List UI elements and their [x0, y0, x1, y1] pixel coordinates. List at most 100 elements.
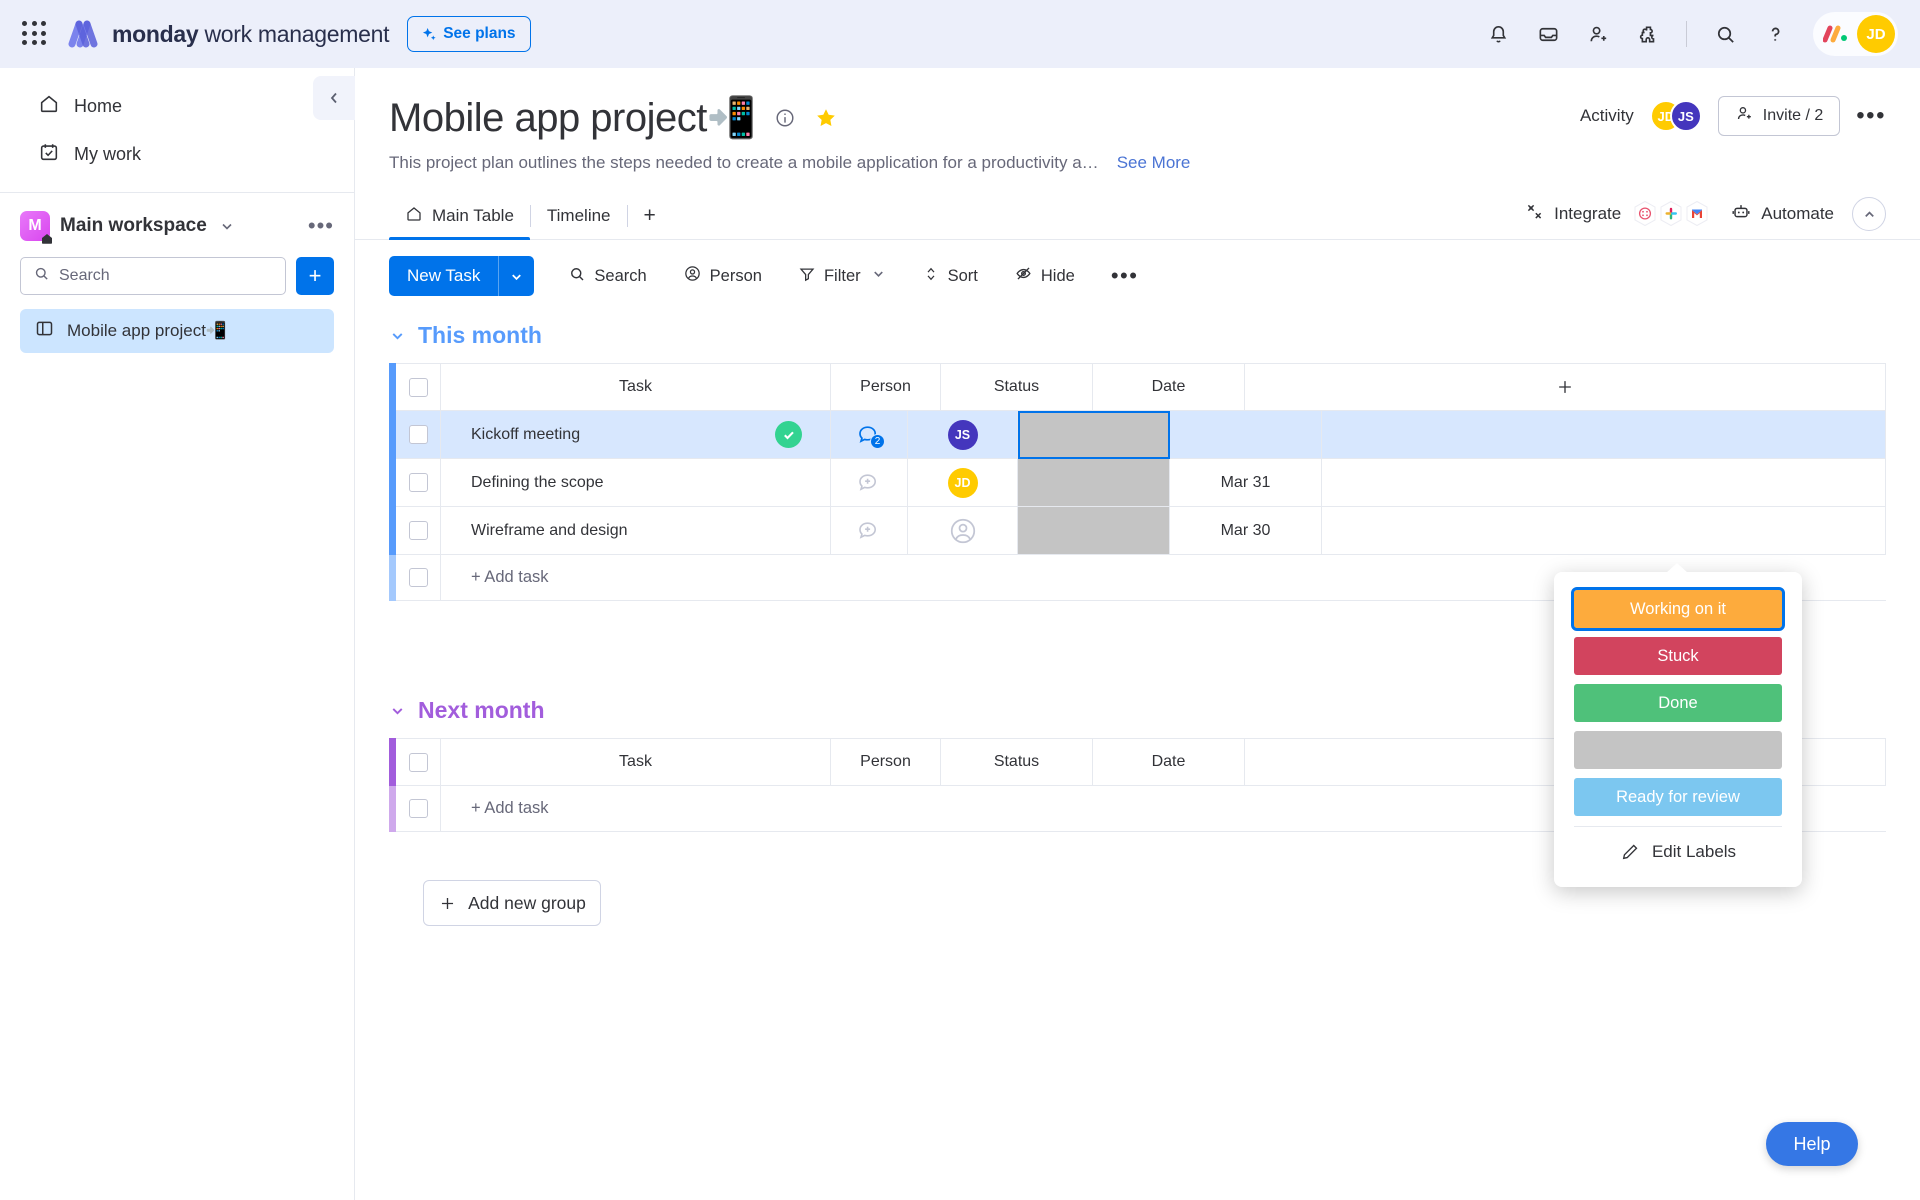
row-select-cell[interactable]: [396, 786, 441, 832]
row-checkbox[interactable]: [408, 568, 428, 587]
status-option-blank[interactable]: [1574, 731, 1782, 769]
chevron-down-icon[interactable]: [219, 218, 235, 234]
info-icon[interactable]: [774, 107, 796, 129]
apps-puzzle-icon[interactable]: [1636, 22, 1660, 46]
activity-avatars[interactable]: JD JS: [1649, 100, 1702, 132]
dribbble-icon[interactable]: [1630, 198, 1660, 230]
status-cell[interactable]: [1018, 411, 1170, 459]
add-task-row[interactable]: + Add task: [389, 555, 1886, 601]
see-plans-button[interactable]: See plans: [407, 16, 531, 52]
column-header-person[interactable]: Person: [831, 363, 941, 411]
row-select-cell[interactable]: [396, 507, 441, 555]
monday-logo-icon[interactable]: [68, 19, 102, 49]
date-cell[interactable]: Mar 30: [1170, 507, 1322, 555]
row-checkbox[interactable]: [408, 473, 428, 492]
avatar[interactable]: JS: [947, 419, 978, 450]
column-header-task[interactable]: Task: [441, 363, 831, 411]
invite-member-icon[interactable]: [1586, 22, 1610, 46]
workspace-header[interactable]: M Main workspace •••: [0, 193, 354, 251]
row-extra-cell[interactable]: [1322, 507, 1886, 555]
status-option-working-on-it[interactable]: Working on it: [1571, 587, 1785, 631]
status-cell[interactable]: [1018, 459, 1170, 507]
add-board-button[interactable]: +: [296, 257, 334, 295]
toolbar-more-button[interactable]: •••: [1110, 263, 1139, 288]
board-more-menu-icon[interactable]: •••: [1856, 102, 1886, 129]
sidebar-item-my-work[interactable]: My work: [12, 132, 342, 176]
task-chat-cell[interactable]: [830, 459, 908, 507]
help-question-icon[interactable]: [1763, 22, 1787, 46]
task-name-cell[interactable]: Defining the scope: [441, 459, 831, 507]
select-all-cell[interactable]: [396, 738, 441, 786]
person-cell[interactable]: JS: [908, 411, 1018, 459]
toolbar-sort-button[interactable]: Sort: [908, 257, 992, 295]
invite-button[interactable]: Invite / 2: [1717, 96, 1841, 136]
tab-timeline[interactable]: Timeline: [531, 193, 627, 239]
status-option-stuck[interactable]: Stuck: [1574, 637, 1782, 675]
search-input[interactable]: Search: [20, 257, 286, 295]
sidebar-item-mobile-app-project[interactable]: Mobile app project📲: [20, 309, 334, 353]
notifications-bell-icon[interactable]: [1486, 22, 1510, 46]
favorite-star-icon[interactable]: [814, 106, 838, 130]
page-title[interactable]: Mobile app project📲: [389, 96, 757, 140]
new-task-button[interactable]: New Task: [389, 256, 535, 296]
avatar[interactable]: JD: [947, 467, 978, 498]
table-row[interactable]: Kickoff meeting 2 JS: [389, 411, 1886, 459]
avatar[interactable]: JS: [1669, 100, 1702, 132]
row-checkbox[interactable]: [408, 521, 428, 540]
person-cell[interactable]: [908, 507, 1018, 555]
toolbar-filter-button[interactable]: Filter: [784, 257, 900, 295]
collapse-header-button[interactable]: [1852, 197, 1886, 231]
edit-labels-button[interactable]: Edit Labels: [1574, 827, 1782, 877]
table-row[interactable]: Defining the scope JD Mar 31: [389, 459, 1886, 507]
slack-icon[interactable]: [1656, 198, 1686, 230]
status-option-done[interactable]: Done: [1574, 684, 1782, 722]
column-header-status[interactable]: Status: [941, 363, 1093, 411]
column-header-person[interactable]: Person: [831, 738, 941, 786]
add-new-group-button[interactable]: Add new group: [423, 880, 601, 926]
task-chat-cell[interactable]: [830, 507, 908, 555]
automate-button[interactable]: Automate: [1730, 201, 1834, 228]
toolbar-hide-button[interactable]: Hide: [1000, 257, 1089, 295]
select-all-checkbox[interactable]: [408, 752, 428, 772]
gmail-icon[interactable]: [1682, 198, 1712, 230]
apps-grid-icon[interactable]: [22, 21, 48, 47]
add-column-button[interactable]: [1245, 363, 1886, 411]
group-title[interactable]: This month: [389, 322, 1886, 349]
select-all-cell[interactable]: [396, 363, 441, 411]
date-cell[interactable]: [1170, 411, 1322, 459]
row-checkbox[interactable]: [408, 799, 428, 818]
help-button[interactable]: Help: [1766, 1122, 1858, 1166]
column-header-status[interactable]: Status: [941, 738, 1093, 786]
column-header-date[interactable]: Date: [1093, 738, 1245, 786]
user-avatar[interactable]: JD: [1857, 15, 1895, 53]
row-checkbox[interactable]: [408, 425, 428, 444]
row-select-cell[interactable]: [396, 411, 441, 459]
row-extra-cell[interactable]: [1322, 411, 1886, 459]
add-task-label[interactable]: + Add task: [441, 786, 831, 832]
task-name-cell[interactable]: Kickoff meeting: [441, 411, 831, 459]
row-select-cell[interactable]: [396, 555, 441, 601]
workspace-more-icon[interactable]: •••: [307, 213, 334, 238]
group-title[interactable]: Next month: [389, 697, 1886, 724]
column-header-date[interactable]: Date: [1093, 363, 1245, 411]
chevron-down-icon[interactable]: [498, 256, 535, 296]
sidebar-item-home[interactable]: Home: [12, 84, 342, 128]
inbox-icon[interactable]: [1536, 22, 1560, 46]
column-header-task[interactable]: Task: [441, 738, 831, 786]
toolbar-person-button[interactable]: Person: [669, 257, 776, 295]
row-select-cell[interactable]: [396, 459, 441, 507]
select-all-checkbox[interactable]: [408, 377, 428, 397]
tab-main-table[interactable]: Main Table: [389, 193, 530, 240]
date-cell[interactable]: Mar 31: [1170, 459, 1322, 507]
status-option-ready-for-review[interactable]: Ready for review: [1574, 778, 1782, 816]
toolbar-search-button[interactable]: Search: [554, 257, 660, 295]
chevron-down-icon[interactable]: [871, 266, 886, 286]
see-more-link[interactable]: See More: [1116, 153, 1191, 172]
account-avatar-group[interactable]: JD: [1813, 12, 1898, 56]
table-row[interactable]: Wireframe and design Mar 30: [389, 507, 1886, 555]
task-name-cell[interactable]: Wireframe and design: [441, 507, 831, 555]
status-cell[interactable]: [1018, 507, 1170, 555]
person-cell[interactable]: JD: [908, 459, 1018, 507]
search-icon[interactable]: [1713, 22, 1737, 46]
integrate-button[interactable]: Integrate: [1524, 198, 1712, 230]
